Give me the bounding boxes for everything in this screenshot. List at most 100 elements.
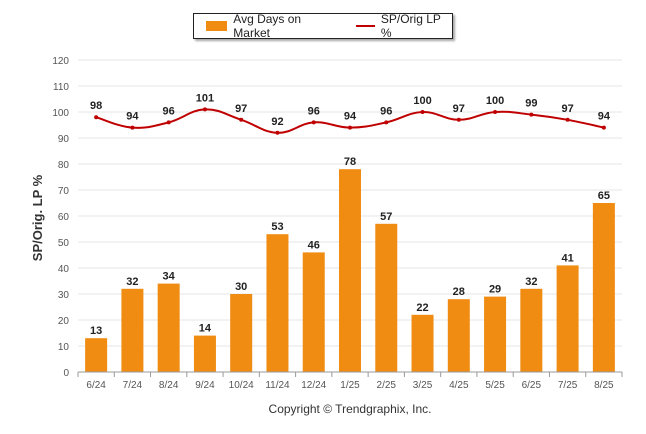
y-tick-label: 0: [63, 368, 69, 379]
line-data-label: 100: [486, 95, 504, 107]
line-data-label: 96: [308, 105, 320, 117]
bar[interactable]: [302, 252, 325, 372]
line-data-label: 99: [525, 98, 537, 110]
x-tick-label: 6/25: [522, 380, 542, 391]
bar-series: [85, 169, 615, 372]
y-tick-label: 110: [53, 82, 69, 93]
y-tick-label: 50: [58, 238, 70, 249]
line-point[interactable]: [565, 117, 570, 122]
legend-line-label: SP/Orig LP %: [380, 12, 441, 40]
line-point[interactable]: [202, 107, 207, 112]
line-point[interactable]: [384, 120, 389, 125]
y-tick-label: 40: [58, 264, 70, 275]
y-tick-label: 10: [58, 342, 70, 353]
line-data-label: 97: [561, 103, 573, 115]
line-point[interactable]: [493, 110, 498, 114]
legend-bar-label: Avg Days on Market: [233, 12, 302, 40]
x-tick-label: 9/24: [195, 380, 215, 391]
bar-data-label: 53: [271, 221, 283, 233]
line-point[interactable]: [166, 120, 171, 125]
bar[interactable]: [375, 223, 398, 372]
line-data-label: 92: [271, 116, 283, 128]
bar[interactable]: [447, 299, 470, 372]
legend-line-swatch: [355, 25, 375, 27]
line-data-label: 96: [380, 105, 392, 117]
line-data-label: 97: [453, 103, 465, 115]
y-axis-label: SP/Orig. LP %: [30, 174, 45, 261]
legend-bar-swatch: [206, 21, 228, 31]
line-point[interactable]: [311, 120, 316, 125]
line-point[interactable]: [275, 130, 280, 135]
bar-data-label: 22: [416, 302, 428, 314]
x-tick-label: 12/24: [301, 380, 326, 391]
bar[interactable]: [411, 314, 434, 372]
bar-data-label: 46: [308, 239, 320, 251]
x-tick-label: 10/24: [229, 380, 254, 391]
x-tick-label: 11/24: [265, 380, 290, 391]
bar-data-label: 57: [380, 211, 392, 223]
bar[interactable]: [85, 338, 108, 372]
bar[interactable]: [339, 169, 361, 372]
line-data-label: 94: [344, 111, 357, 123]
y-tick-label: 30: [58, 290, 70, 301]
y-tick-label: 100: [52, 108, 69, 119]
copyright-text: Copyright © Trendgraphix, Inc.: [268, 402, 432, 416]
x-tick-label: 4/25: [449, 380, 469, 391]
bar-data-label: 30: [235, 281, 247, 293]
y-tick-label: 20: [58, 316, 70, 327]
line-data-label: 98: [90, 100, 102, 112]
x-tick-label: 7/25: [558, 380, 578, 391]
x-axis-ticks: 6/24 7/24 8/24 9/24 10/24 11/24 12/24 1/25 2/25 3…: [77, 372, 623, 391]
line-data-label: 97: [235, 103, 247, 115]
bar[interactable]: [230, 294, 253, 372]
line-data-label: 94: [598, 111, 611, 123]
y-tick-label: 70: [58, 186, 70, 197]
bar-data-label: 65: [598, 190, 610, 202]
bar-data-label: 32: [126, 276, 138, 288]
bar-data-label: 41: [561, 252, 573, 264]
legend-item-bar[interactable]: Avg Days on Market: [194, 12, 338, 40]
bar-data-label: 28: [453, 286, 465, 298]
x-tick-label: 6/24: [86, 380, 106, 391]
bar[interactable]: [484, 296, 507, 372]
line-point[interactable]: [239, 117, 244, 122]
line-point[interactable]: [420, 110, 425, 114]
line-data-label: 101: [196, 92, 214, 104]
x-tick-label: 7/24: [123, 380, 143, 391]
x-tick-label: 8/25: [594, 380, 614, 391]
line-data-label: 94: [126, 111, 139, 123]
bar[interactable]: [193, 335, 216, 372]
bar-data-label: 13: [90, 325, 102, 337]
line-point[interactable]: [456, 117, 461, 122]
bar[interactable]: [266, 234, 289, 372]
x-tick-label: 2/25: [377, 380, 397, 391]
line-points: [94, 107, 606, 135]
line-point[interactable]: [601, 125, 606, 130]
line-data-label: 100: [413, 95, 431, 107]
chart-legend: Avg Days on Market SP/Orig LP %: [193, 12, 453, 40]
line-data-label: 96: [163, 105, 175, 117]
line-data-labels: 98 94 96 101 97 92 96 94 96 100 97 100 99 97 94: [90, 92, 611, 127]
bar[interactable]: [592, 203, 615, 372]
bar[interactable]: [157, 283, 180, 372]
bar[interactable]: [121, 288, 144, 372]
x-tick-label: 5/25: [485, 380, 505, 391]
line-point[interactable]: [348, 125, 352, 130]
legend-item-line[interactable]: SP/Orig LP %: [338, 12, 452, 40]
bar-data-label: 29: [489, 284, 501, 296]
y-axis-ticks: 0 10 20 30 40 50 60 70 80 90 100 110 120: [52, 56, 69, 379]
bar[interactable]: [520, 288, 543, 372]
y-tick-label: 80: [58, 160, 70, 171]
line-point[interactable]: [529, 112, 534, 117]
bar[interactable]: [556, 265, 579, 372]
bar-data-label: 14: [199, 323, 212, 335]
bar-data-label: 32: [525, 276, 537, 288]
line-point[interactable]: [94, 115, 99, 120]
y-tick-label: 120: [52, 56, 69, 67]
bar-data-labels: 13 32 34 14 30 53 46 78 57 22 28 29 32 41 65: [90, 156, 610, 337]
line-point[interactable]: [130, 125, 135, 130]
x-tick-label: 3/25: [413, 380, 433, 391]
x-tick-label: 1/25: [340, 380, 360, 391]
y-tick-label: 90: [58, 134, 70, 145]
